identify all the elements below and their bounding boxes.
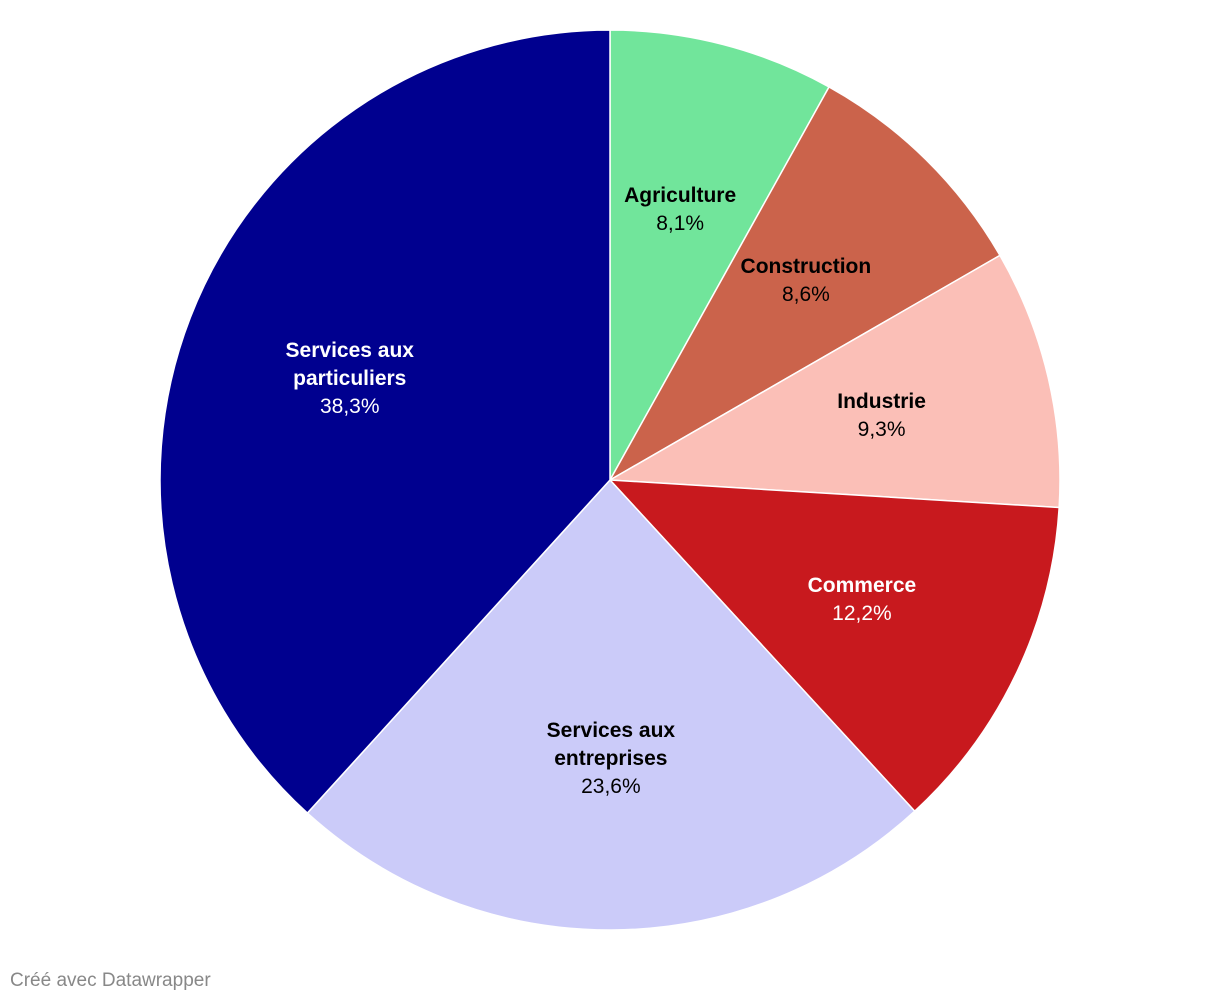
category-label: Services aux entreprises <box>546 718 676 770</box>
slice-label: Services aux particuliers 38,3% <box>265 337 435 421</box>
value-label: 8,1% <box>656 211 705 235</box>
slice-label: Construction 8,6% <box>721 253 891 309</box>
pie-slice <box>306 478 916 931</box>
pie-slice <box>608 479 1060 813</box>
category-label: Construction <box>740 255 872 279</box>
value-label: 38,3% <box>319 395 380 419</box>
pie-slice <box>608 85 1001 483</box>
chart <box>159 29 1061 931</box>
pie-slice <box>159 29 611 815</box>
slice-label: Agriculture 8,1% <box>595 182 765 238</box>
pie-slice <box>607 254 1061 509</box>
pie-slice <box>609 29 831 483</box>
category-label: Industrie <box>837 390 926 414</box>
category-label: Agriculture <box>624 183 737 207</box>
slice-label: Commerce 12,2% <box>777 572 947 628</box>
category-label: Commerce <box>807 573 917 597</box>
value-label: 23,6% <box>581 774 641 798</box>
value-label: 8,6% <box>781 283 830 307</box>
value-label: 9,3% <box>857 418 906 442</box>
category-label: Services aux particuliers <box>285 339 414 391</box>
slice-label: Industrie 9,3% <box>797 388 967 444</box>
slice-label: Services aux entreprises 23,6% <box>526 717 696 801</box>
footer: Créé avec Datawrapper <box>10 970 211 991</box>
value-label: 12,2% <box>832 601 892 625</box>
